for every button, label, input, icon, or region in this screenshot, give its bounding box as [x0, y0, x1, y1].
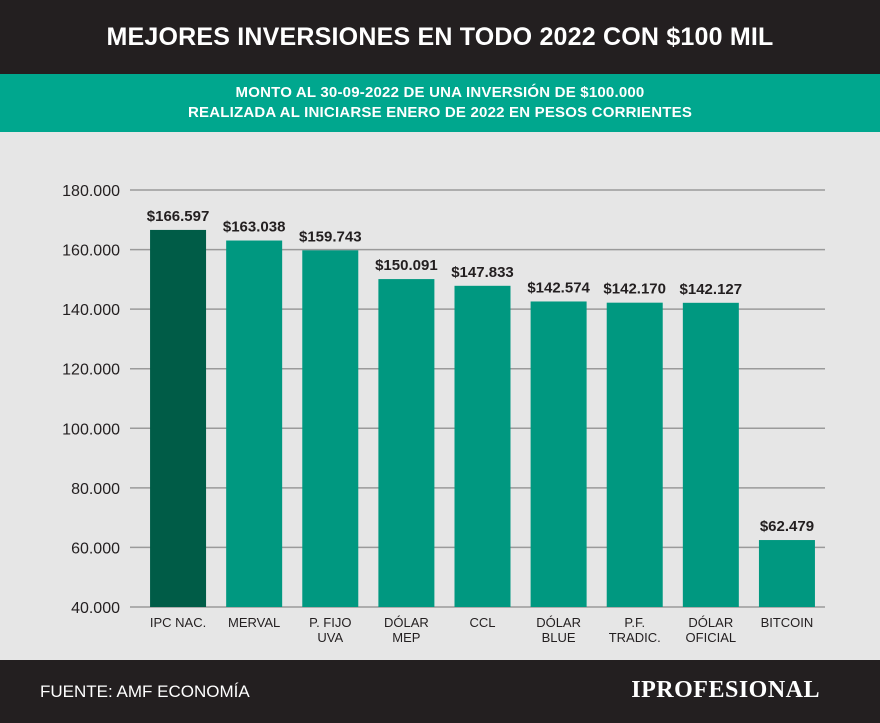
y-tick-label: 100.000: [62, 421, 120, 438]
x-tick-label: IPC NAC.: [150, 615, 206, 630]
bar: [530, 301, 587, 607]
x-tick-label: DÓLAR: [536, 615, 581, 630]
source-text: FUENTE: AMF ECONOMÍA: [40, 682, 250, 701]
y-tick-label: 40.000: [71, 600, 120, 617]
data-label: $147.833: [451, 264, 514, 281]
x-tick-label: OFICIAL: [686, 630, 737, 645]
x-tick-label: P. FIJO: [309, 615, 351, 630]
y-tick-label: 120.000: [62, 362, 120, 379]
x-tick-label: CCL: [469, 615, 495, 630]
data-label: $163.038: [223, 219, 286, 236]
bar: [682, 302, 739, 607]
title-bar: MEJORES INVERSIONES EN TODO 2022 CON $10…: [0, 0, 880, 74]
x-tick-label: MEP: [392, 630, 420, 645]
data-label: $142.170: [603, 281, 666, 298]
x-tick-label: UVA: [317, 630, 343, 645]
brand-logo: IPROFESIONAL: [631, 677, 820, 703]
bar: [454, 285, 511, 607]
bar: [226, 240, 283, 607]
x-tick-label: BITCOIN: [761, 615, 814, 630]
subtitle-line-1: MONTO AL 30-09-2022 DE UNA INVERSIÓN DE …: [235, 84, 645, 101]
x-tick-label: DÓLAR: [688, 615, 733, 630]
bar-chart: 40.000 60.000 80.000 100.000 120.000 140.000 1…: [62, 183, 825, 645]
x-tick-label: MERVAL: [228, 615, 280, 630]
y-tick-label: 180.000: [62, 183, 120, 200]
data-label: $62.479: [760, 518, 814, 535]
data-label: $142.574: [527, 279, 590, 296]
bar: [150, 229, 207, 607]
y-tick-label: 80.000: [71, 481, 120, 498]
subtitle-bar: MONTO AL 30-09-2022 DE UNA INVERSIÓN DE …: [0, 74, 880, 132]
bar: [758, 540, 815, 607]
chart-title: MEJORES INVERSIONES EN TODO 2022 CON $10…: [106, 22, 774, 51]
x-tick-label: BLUE: [542, 630, 576, 645]
subtitle-line-2: REALIZADA AL INICIARSE ENERO DE 2022 EN …: [187, 104, 693, 121]
y-tick-label: 160.000: [62, 243, 120, 260]
data-label: $159.743: [299, 228, 362, 245]
bar: [302, 250, 359, 607]
footer: FUENTE: AMF ECONOMÍA IPROFESIONAL: [0, 660, 880, 723]
x-tick-label: P.F.: [624, 615, 645, 630]
data-label: $166.597: [147, 208, 210, 225]
bar: [606, 302, 663, 607]
y-tick-label: 140.000: [62, 302, 120, 319]
y-tick-label: 60.000: [71, 540, 120, 557]
data-label: $150.091: [375, 257, 438, 274]
x-tick-label: DÓLAR: [384, 615, 429, 630]
bar: [378, 279, 435, 607]
x-tick-label: TRADIC.: [609, 630, 661, 645]
data-label: $142.127: [680, 281, 743, 298]
